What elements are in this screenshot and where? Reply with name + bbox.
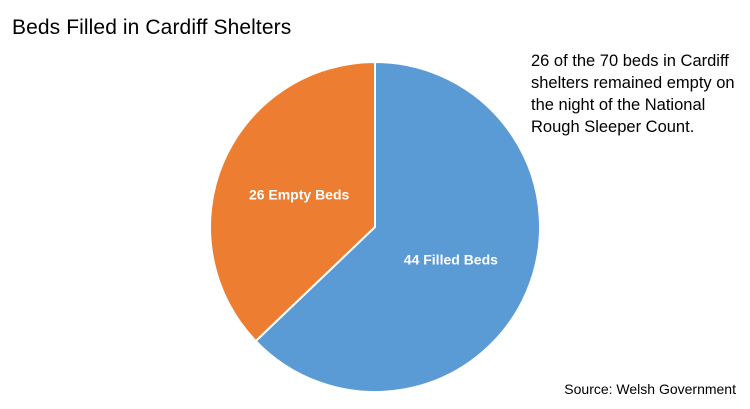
pie-slice-1	[209, 60, 376, 343]
pie-slice-label-0: 44 Filled Beds	[404, 251, 498, 267]
source-note: Source: Welsh Government	[564, 381, 736, 397]
chart-title: Beds Filled in Cardiff Shelters	[12, 16, 292, 39]
pie-labels: 44 Filled Beds 26 Empty Beds	[249, 187, 498, 268]
chart-annotation: 26 of the 70 beds in Cardiff shelters re…	[531, 52, 735, 136]
pie-slices	[209, 60, 541, 393]
pie-slice-0	[254, 60, 541, 393]
pie-slice-label-1: 26 Empty Beds	[249, 187, 350, 203]
